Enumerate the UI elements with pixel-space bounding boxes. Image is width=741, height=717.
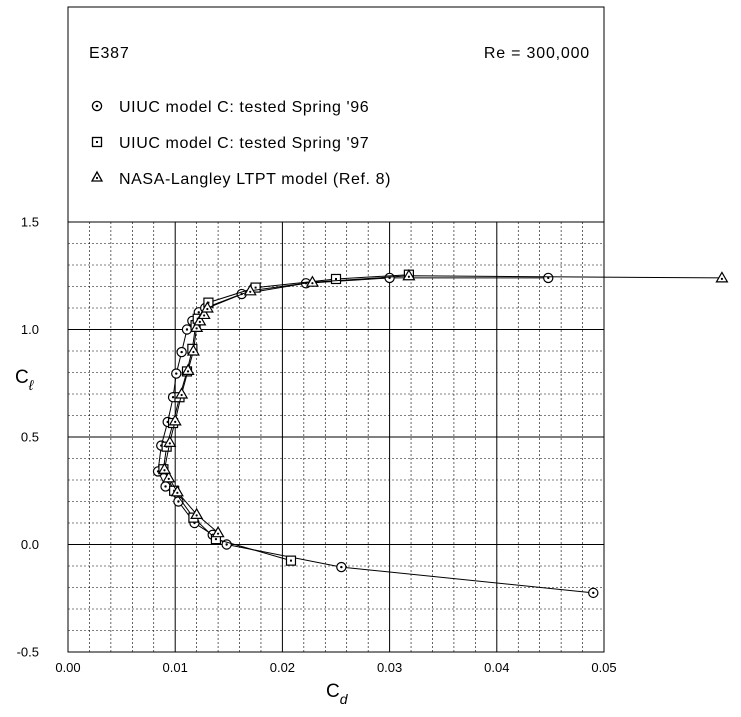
- series-line-square: [162, 274, 409, 562]
- legend-label-nasa: NASA-Langley LTPT model (Ref. 8): [119, 171, 391, 188]
- x-tick-label: 0.00: [55, 660, 80, 675]
- data-point-circle: [336, 561, 347, 573]
- legend-marker-circle: [91, 100, 103, 112]
- data-point-circle: [588, 587, 599, 599]
- y-tick-label: -0.5: [17, 645, 39, 660]
- data-point-triangle: [211, 525, 225, 538]
- legend: UIUC model C: tested Spring '96 UIUC mod…: [90, 99, 391, 188]
- data-point-square: [330, 273, 342, 285]
- major-grid: [68, 222, 604, 652]
- data-point-triangle: [243, 284, 257, 296]
- data-point-triangle: [162, 471, 176, 483]
- y-tick-label: 0.0: [21, 537, 39, 552]
- x-tick-label: 0.04: [484, 660, 509, 675]
- legend-label-spring-96: UIUC model C: tested Spring '96: [119, 99, 369, 116]
- series-layer: [152, 269, 729, 599]
- legend-entry-spring-96: UIUC model C: tested Spring '96: [91, 99, 369, 116]
- data-point-triangle: [163, 435, 177, 447]
- data-point-triangle: [193, 314, 207, 326]
- x-tick-label: 0.03: [377, 660, 402, 675]
- reynolds-annotation: Re = 300,000: [484, 45, 590, 62]
- data-point-triangle: [186, 344, 200, 356]
- data-point-triangle: [170, 485, 184, 497]
- legend-entry-spring-97: UIUC model C: tested Spring '97: [91, 135, 369, 152]
- y-tick-label: 1.5: [21, 215, 39, 230]
- legend-marker-square: [91, 136, 103, 148]
- data-point-triangle: [715, 271, 729, 283]
- data-point-circle: [160, 481, 171, 492]
- y-axis-label-sub: ℓ: [28, 377, 34, 393]
- series-triangle: [157, 269, 729, 538]
- data-point-circle: [171, 368, 182, 379]
- y-tick-label: 1.0: [21, 322, 39, 337]
- x-axis-label: Cd: [326, 681, 349, 707]
- legend-label-spring-97: UIUC model C: tested Spring '97: [119, 135, 369, 152]
- data-point-circle: [543, 272, 554, 284]
- y-tick-label: 0.5: [21, 430, 39, 445]
- x-axis-label-base: C: [326, 681, 340, 702]
- chart-title: E387: [89, 45, 130, 62]
- data-point-circle: [221, 539, 232, 550]
- x-axis-label-sub: d: [340, 691, 349, 707]
- data-point-circle: [384, 272, 395, 284]
- x-tick-label: 0.01: [163, 660, 188, 675]
- series-circle: [152, 272, 599, 599]
- data-point-triangle: [190, 507, 204, 520]
- y-tick-labels: -0.5 0.0 0.5 1.0 1.5: [17, 215, 39, 660]
- data-point-triangle: [181, 363, 195, 375]
- plot-frame: [67, 221, 605, 653]
- legend-entry-nasa: NASA-Langley LTPT model (Ref. 8): [90, 170, 391, 188]
- data-point-triangle: [200, 301, 214, 313]
- data-point-triangle: [168, 414, 182, 426]
- series-square: [158, 269, 414, 566]
- data-point-triangle: [305, 275, 319, 287]
- data-point-triangle: [190, 320, 204, 332]
- x-tick-label: 0.02: [270, 660, 295, 675]
- data-point-circle: [176, 346, 187, 358]
- y-axis-label: Cℓ: [15, 367, 34, 393]
- series-line-triangle: [163, 275, 722, 534]
- legend-marker-triangle: [90, 170, 104, 182]
- y-axis-label-base: C: [15, 367, 29, 388]
- data-point-square: [285, 555, 297, 566]
- data-point-triangle: [157, 462, 172, 474]
- data-point-triangle: [197, 307, 211, 320]
- data-point-circle: [181, 324, 193, 335]
- x-tick-label: 0.05: [591, 660, 616, 675]
- x-tick-labels: 0.00 0.01 0.02 0.03 0.04 0.05: [55, 660, 616, 675]
- legend-box: [67, 6, 605, 223]
- data-point-triangle: [175, 387, 189, 399]
- data-point-triangle: [402, 269, 416, 281]
- minor-grid: [68, 222, 604, 652]
